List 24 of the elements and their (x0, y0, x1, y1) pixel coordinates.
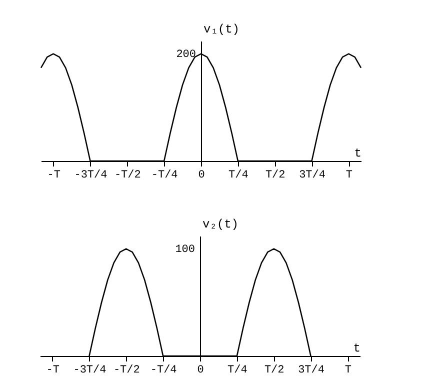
x-tick-label: T/4 (228, 364, 248, 376)
y-axis-title: v₂(t) (202, 218, 239, 232)
y-axis-title: v₁(t) (204, 22, 240, 36)
x-tick-label: -T/2 (113, 364, 140, 376)
x-tick-label: -T (47, 170, 61, 182)
x-tick-label: T/2 (264, 364, 284, 376)
x-tick-label: -T (46, 364, 60, 376)
x-axis-title: t (354, 146, 362, 160)
x-tick-label: -T/4 (150, 364, 178, 376)
x-tick-label: T (344, 364, 352, 376)
x-tick-label: -T/2 (114, 170, 141, 182)
annotation: 200 (176, 48, 196, 61)
x-tick-label: 3T/4 (299, 170, 326, 182)
x-tick-label: 0 (197, 364, 204, 376)
x-tick-label: T (346, 170, 353, 182)
x-tick-label: 0 (198, 170, 205, 182)
x-tick-label: -3T/4 (73, 364, 107, 376)
x-tick-label: -T/4 (151, 170, 178, 182)
x-axis-title: t (353, 342, 360, 356)
x-tick-label: T/4 (228, 170, 249, 182)
x-tick-label: 3T/4 (298, 364, 325, 376)
annotation: 100 (175, 244, 195, 256)
x-tick-label: T/2 (265, 170, 286, 182)
x-tick-label: -3T/4 (74, 170, 108, 182)
